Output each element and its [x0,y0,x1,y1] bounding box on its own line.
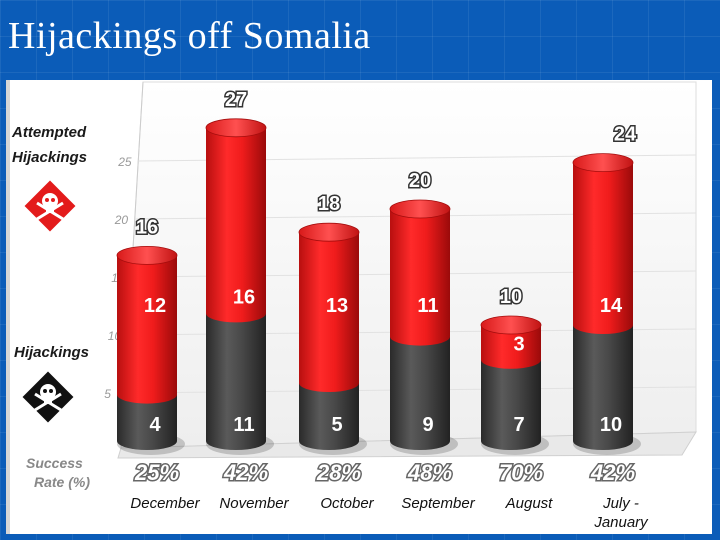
value-label-attempted-unsuccessful: 12 [144,295,166,317]
legend-attempted-line2: Hijackings [12,149,87,166]
legend-hijackings: Hijackings [14,344,89,361]
x-category-label: July - [602,495,639,512]
value-label-hijackings: 5 [331,414,342,436]
panel-shade [6,80,10,534]
slide-title: Hijackings off Somalia [8,15,371,57]
value-label-hijackings: 10 [600,414,622,436]
bar-top-cap [116,245,178,265]
value-label-total: 18 [318,193,340,215]
bar-top-cap [480,315,542,335]
bar-hijackings-5 [573,325,633,450]
value-label-hijackings: 9 [422,414,433,436]
value-label-attempted-unsuccessful: 16 [233,286,255,308]
bar-hijackings-4 [481,359,541,450]
value-label-total: 27 [225,89,247,111]
value-label-hijackings: 7 [513,414,524,436]
skull-crossbones-red-icon [21,177,79,235]
value-label-total: 16 [136,216,158,238]
y-tick-label: 20 [114,213,129,227]
bar-top-cap [389,199,451,219]
bar-hijackings-3 [390,336,450,450]
x-category-label: August [505,495,554,512]
legend-attempted-line1: Attempted [11,124,87,141]
bar-top-cap [572,153,634,172]
value-label-total: 20 [409,170,431,192]
skull-crossbones-black-icon [19,368,77,426]
bar-top-cap [205,118,267,138]
x-category-label: December [130,495,200,512]
x-category-label: September [401,495,475,512]
x-category-label: November [219,495,289,512]
x-category-label: October [320,495,374,512]
value-label-attempted-unsuccessful: 3 [513,333,524,355]
success-rate-value: 42% [590,460,635,485]
bar-attempted-4 [481,325,541,369]
bar-hijackings-1 [206,313,266,450]
value-label-total: 10 [500,286,522,308]
hijackings-chart: Attempted Hijackings Hijackings Success … [11,81,697,531]
value-label-hijackings: 4 [149,414,161,436]
bar-attempted-2 [299,232,359,392]
success-rate-value: 25% [134,460,179,485]
value-label-attempted-unsuccessful: 14 [600,295,623,317]
value-label-attempted-unsuccessful: 11 [417,295,438,317]
bar-attempted-3 [390,209,450,346]
bar-hijackings-2 [299,383,359,450]
y-tick-label: 25 [117,155,132,169]
success-rate-value: 42% [223,460,268,485]
x-category-label: January [593,514,649,531]
bar-hijackings-0 [117,394,177,450]
success-rate-label-line2: Rate (%) [34,474,90,490]
y-tick-label: 5 [104,387,111,401]
success-rate-value: 70% [499,460,543,485]
value-label-attempted-unsuccessful: 13 [326,295,348,317]
success-rate-label-line1: Success [26,455,83,471]
bar-attempted-5 [573,162,633,334]
bar-top-cap [298,222,360,242]
value-label-total: 24 [614,124,637,146]
bar-attempted-0 [117,255,178,404]
success-rate-value: 48% [407,460,452,485]
bar-attempted-1 [206,127,266,323]
value-label-hijackings: 11 [233,414,254,436]
success-rate-value: 28% [316,460,361,485]
chart-panel: Attempted Hijackings Hijackings Success … [6,80,712,534]
